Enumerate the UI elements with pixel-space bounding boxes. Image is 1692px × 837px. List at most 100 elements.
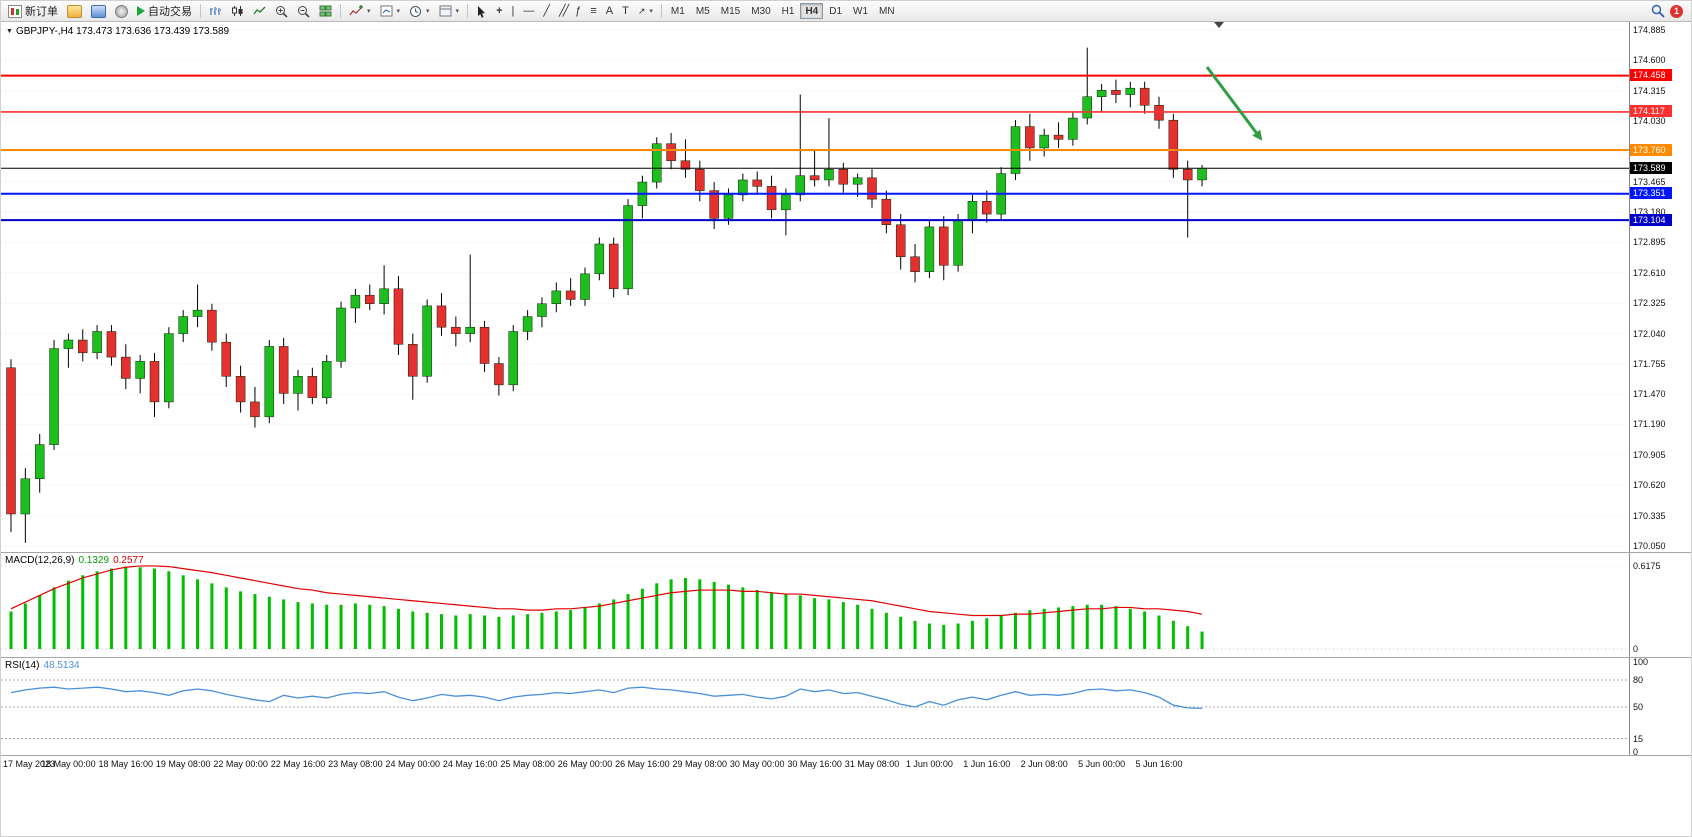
time-axis-label: 30 May 00:00 <box>729 759 785 769</box>
bull-candle <box>967 201 978 221</box>
bull-candle <box>1096 90 1107 97</box>
bull-candle <box>795 175 805 196</box>
cycle-lines-button[interactable]: ≡ <box>586 3 600 20</box>
cursor-button[interactable] <box>472 3 491 20</box>
macd-bar <box>353 603 357 649</box>
macd-bar <box>38 595 42 649</box>
timeframe-m1[interactable]: M1 <box>666 3 690 19</box>
bar-chart-button[interactable] <box>205 3 226 20</box>
trendline-button[interactable]: ╱ <box>539 3 554 20</box>
crosshair-button[interactable]: + <box>492 3 506 20</box>
rsi-axis-label: 50 <box>1633 702 1644 712</box>
macd-bar <box>396 608 400 649</box>
notification-badge[interactable]: 1 <box>1670 4 1683 18</box>
bull-candle <box>623 205 633 290</box>
fibonacci-button[interactable]: ƒ <box>571 3 585 20</box>
search-icon[interactable] <box>1651 4 1665 18</box>
toolbar-separator <box>660 4 662 18</box>
rsi-chart-canvas[interactable] <box>1 658 1629 755</box>
bear-candle <box>221 341 231 377</box>
timeframe-mn[interactable]: MN <box>874 3 900 19</box>
bear-candle <box>895 224 906 258</box>
macd-bar <box>296 602 300 649</box>
arrows-button[interactable]: ↗ ▾ <box>634 3 657 20</box>
macd-bar <box>181 575 185 649</box>
new-chart-icon <box>380 5 393 17</box>
chevron-down-icon: ▾ <box>426 8 430 15</box>
macd-bar <box>339 604 343 649</box>
macd-name: MACD(12,26,9) <box>5 555 75 566</box>
bear-candle <box>78 339 88 354</box>
new-order-button[interactable]: 新订单 <box>4 3 62 20</box>
price-badge-173.589: 173.589 <box>1630 161 1672 174</box>
price-axis-label: 172.610 <box>1633 267 1666 278</box>
new-chart-button[interactable]: ▾ <box>376 3 405 20</box>
price-axis-label: 174.030 <box>1633 116 1666 127</box>
macd-bar <box>741 587 745 649</box>
time-axis[interactable]: 17 May 2023 18 May 00:00 18 May 16:00 19 Ma… <box>1 755 1691 772</box>
candlestick-chart-button[interactable] <box>227 3 248 20</box>
time-axis-label: 17 May 2023 <box>3 759 56 769</box>
macd-chart-canvas[interactable] <box>1 553 1629 657</box>
period-button[interactable]: ▾ <box>405 3 434 20</box>
timeframe-m15[interactable]: M15 <box>716 3 745 19</box>
horizontal-line-icon: — <box>523 4 535 17</box>
text-button[interactable]: A <box>602 3 617 20</box>
time-axis-label: 30 May 16:00 <box>787 759 842 769</box>
autotrade-button[interactable]: 自动交易 <box>133 3 196 20</box>
bull-candle <box>92 331 102 354</box>
bear-candle <box>250 401 260 418</box>
horizontal-line-button[interactable]: — <box>519 3 538 20</box>
bull-candle <box>178 316 188 334</box>
price-chart-canvas[interactable] <box>1 21 1629 552</box>
macd-bar <box>899 616 903 649</box>
timeframe-m30[interactable]: M30 <box>746 3 775 19</box>
timeframe-h1[interactable]: H1 <box>777 3 800 19</box>
market-watch-button[interactable] <box>111 3 132 20</box>
data-window-button[interactable] <box>87 3 110 20</box>
bull-candle <box>264 346 275 418</box>
price-axis-label: 170.620 <box>1633 480 1666 491</box>
chevron-down-icon: ▾ <box>455 8 460 15</box>
bull-candle <box>1068 117 1078 140</box>
bull-candle <box>1125 87 1136 95</box>
market-watch-icon <box>115 4 128 18</box>
bear-candle <box>149 361 160 403</box>
bull-candle <box>852 177 863 185</box>
indicators-button[interactable]: ▾ <box>345 3 375 20</box>
timeframe-m5[interactable]: M5 <box>691 3 715 19</box>
macd-bar <box>540 612 544 649</box>
one-click-collapse-icon[interactable]: ▼ <box>6 28 13 35</box>
macd-bar <box>81 575 85 649</box>
text-label-button[interactable]: T <box>618 3 633 20</box>
toolbar-right-group: 1 <box>1651 4 1688 18</box>
line-chart-button[interactable] <box>249 3 270 20</box>
timeframe-w1[interactable]: W1 <box>848 3 873 19</box>
price-badge-173.104: 173.104 <box>1630 213 1672 226</box>
chart-shift-marker[interactable] <box>1214 22 1224 28</box>
template-button[interactable]: ▾ <box>435 3 464 20</box>
bear-candle <box>1182 169 1193 181</box>
vertical-line-button[interactable]: | <box>508 3 519 20</box>
zoom-out-button[interactable] <box>293 3 314 20</box>
timeframe-d1[interactable]: D1 <box>824 3 847 19</box>
macd-bar <box>626 594 630 649</box>
macd-bar <box>999 615 1003 649</box>
macd-bar <box>985 618 989 649</box>
timeframe-h4[interactable]: H4 <box>800 3 824 19</box>
candlestick-chart-icon <box>232 6 243 16</box>
bear-candle <box>867 177 877 200</box>
time-axis-labels: 17 May 2023 18 May 00:00 18 May 16:00 19 Ma… <box>1 756 1691 772</box>
channel-button[interactable]: ╱╱ <box>555 3 570 20</box>
fibonacci-icon: ƒ <box>575 4 582 17</box>
macd-bar <box>927 623 931 649</box>
zoom-in-button[interactable] <box>271 3 292 20</box>
macd-bar <box>1186 626 1190 649</box>
bear-candle <box>752 179 762 187</box>
tile-windows-button[interactable] <box>315 3 336 20</box>
chevron-down-icon: ▾ <box>396 8 401 15</box>
macd-bar <box>884 612 888 649</box>
trend-arrow-object[interactable] <box>1205 66 1263 141</box>
zoom-out-icon <box>298 5 310 18</box>
chart-profile-button[interactable] <box>63 3 86 20</box>
